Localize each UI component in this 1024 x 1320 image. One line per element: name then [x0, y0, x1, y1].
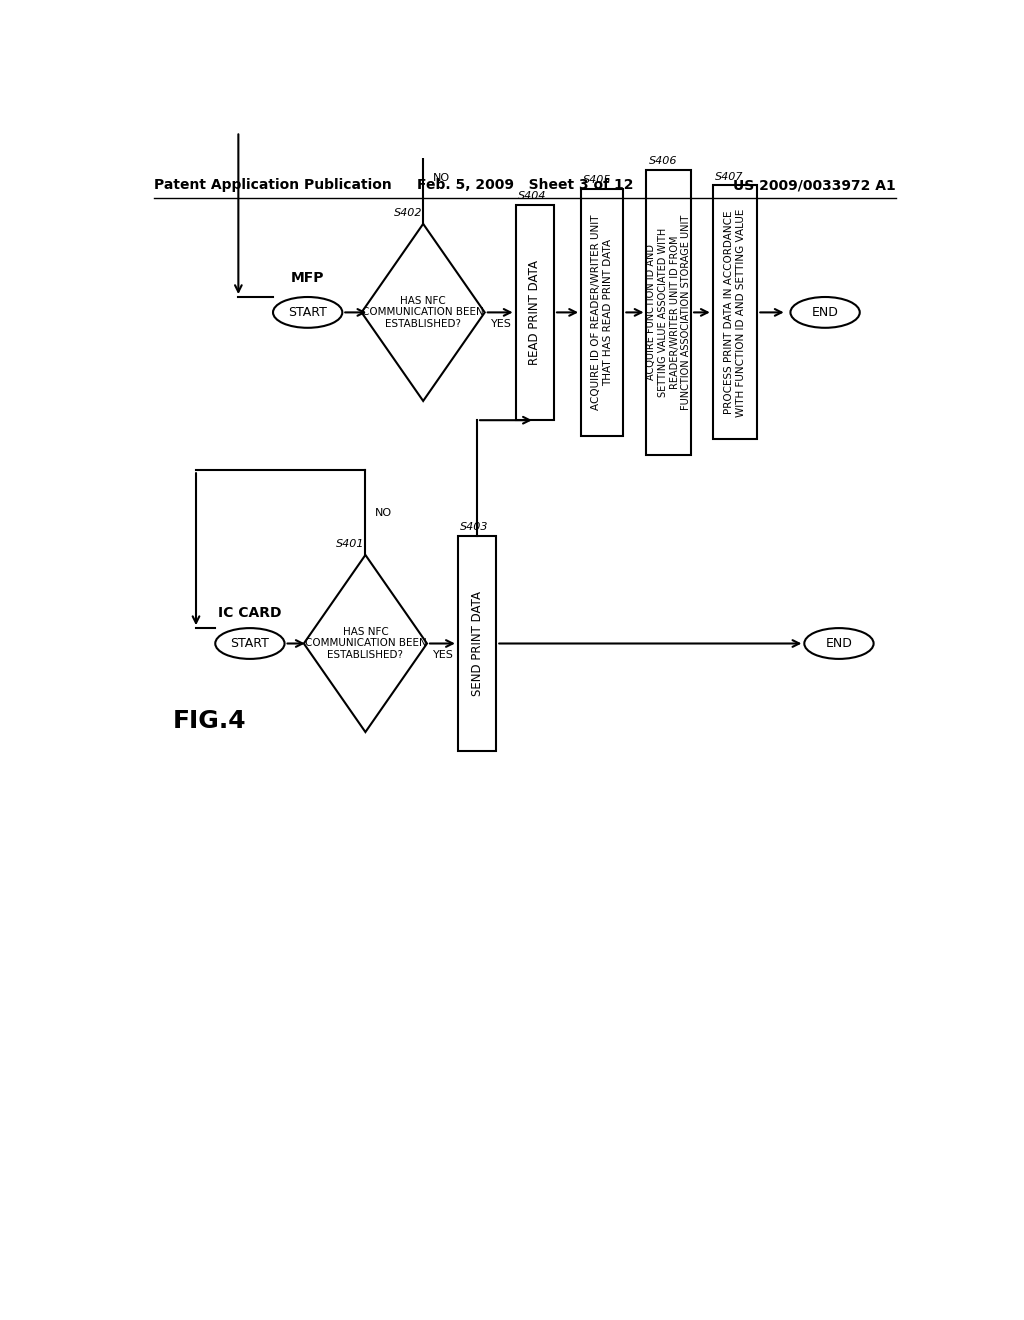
Text: START: START	[230, 638, 269, 649]
Text: S402: S402	[393, 207, 422, 218]
Bar	[458, 536, 497, 751]
Text: S406: S406	[649, 156, 677, 166]
Polygon shape	[361, 224, 484, 401]
Ellipse shape	[273, 297, 342, 327]
Text: IC CARD: IC CARD	[218, 606, 282, 619]
Text: S403: S403	[460, 521, 488, 532]
Bar	[515, 205, 554, 420]
Text: S405: S405	[584, 176, 611, 185]
Text: START: START	[288, 306, 327, 319]
Text: S401: S401	[336, 539, 365, 549]
Text: MFP: MFP	[291, 271, 325, 285]
Text: READ PRINT DATA: READ PRINT DATA	[528, 260, 542, 364]
Polygon shape	[304, 554, 427, 733]
Text: END: END	[812, 306, 839, 319]
Ellipse shape	[791, 297, 860, 327]
Text: YES: YES	[490, 319, 512, 329]
Text: S407: S407	[715, 172, 743, 182]
Text: NO: NO	[432, 173, 450, 182]
Text: Patent Application Publication: Patent Application Publication	[154, 178, 391, 193]
Text: Feb. 5, 2009   Sheet 3 of 12: Feb. 5, 2009 Sheet 3 of 12	[417, 178, 633, 193]
Ellipse shape	[804, 628, 873, 659]
Text: END: END	[825, 638, 852, 649]
Text: US 2009/0033972 A1: US 2009/0033972 A1	[733, 178, 896, 193]
Bar	[713, 185, 758, 440]
Text: FIG.4: FIG.4	[173, 709, 247, 733]
Text: YES: YES	[433, 649, 454, 660]
Text: HAS NFC
COMMUNICATION BEEN
ESTABLISHED?: HAS NFC COMMUNICATION BEEN ESTABLISHED?	[362, 296, 484, 329]
Text: S404: S404	[518, 191, 547, 201]
Text: NO: NO	[375, 508, 392, 517]
Text: ACQUIRE ID OF READER/WRITER UNIT
THAT HAS READ PRINT DATA: ACQUIRE ID OF READER/WRITER UNIT THAT HA…	[592, 215, 613, 411]
Text: PROCESS PRINT DATA IN ACCORDANCE
WITH FUNCTION ID AND SETTING VALUE: PROCESS PRINT DATA IN ACCORDANCE WITH FU…	[724, 209, 745, 417]
Ellipse shape	[215, 628, 285, 659]
Bar	[581, 189, 624, 436]
Text: SEND PRINT DATA: SEND PRINT DATA	[471, 591, 483, 696]
Text: HAS NFC
COMMUNICATION BEEN
ESTABLISHED?: HAS NFC COMMUNICATION BEEN ESTABLISHED?	[304, 627, 426, 660]
Text: ACQUIRE FUNCTION ID AND
SETTING VALUE ASSOCIATED WITH
READER/WRITER UNIT ID FROM: ACQUIRE FUNCTION ID AND SETTING VALUE AS…	[646, 215, 691, 411]
Bar	[646, 170, 691, 455]
